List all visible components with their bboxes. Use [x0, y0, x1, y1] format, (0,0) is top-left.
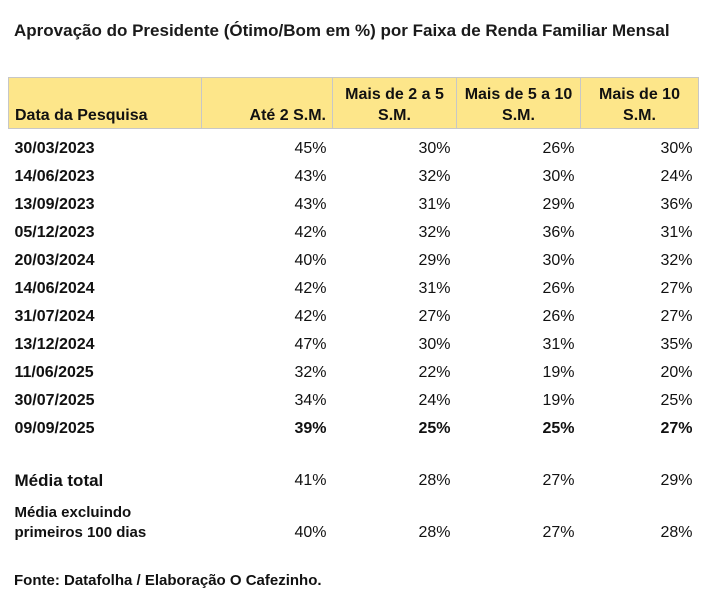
column-header-2-a-5-sm: Mais de 2 a 5 S.M.: [332, 77, 457, 129]
value-cell: 29%: [660, 472, 693, 489]
value-cell: 29%: [542, 196, 575, 213]
value-cell: 35%: [660, 336, 693, 353]
value-cell: 19%: [542, 392, 575, 409]
value-cell: 27%: [418, 308, 451, 325]
value-cell: 30%: [418, 140, 451, 157]
value-cell: 25%: [660, 392, 693, 409]
value-cell: 25%: [542, 420, 575, 437]
value-cell: 47%: [294, 336, 327, 353]
table-row: 31/07/2024 42% 27% 26% 27%: [9, 303, 699, 331]
row-date-cell: 31/07/2024: [14, 308, 95, 325]
summary-label-cell: Média total: [14, 471, 104, 490]
summary-row: Média total 41% 28% 27% 29%: [9, 467, 699, 495]
table-row: 13/09/2023 43% 31% 29% 36%: [9, 191, 699, 219]
value-cell: 30%: [542, 252, 575, 269]
value-cell: 26%: [542, 280, 575, 297]
value-cell: 29%: [418, 252, 451, 269]
value-cell: 36%: [542, 224, 575, 241]
row-date-cell: 13/12/2024: [14, 336, 95, 353]
approval-table: Data da Pesquisa Até 2 S.M. Mais de 2 a …: [8, 77, 699, 546]
summary-row: Média excluindo primeiros 100 dias 40% 28%…: [9, 495, 699, 546]
value-cell: 27%: [660, 308, 693, 325]
value-cell: 26%: [542, 308, 575, 325]
table-row: 13/12/2024 47% 30% 31% 35%: [9, 331, 699, 359]
header-row: Data da Pesquisa Até 2 S.M. Mais de 2 a …: [8, 77, 699, 129]
value-cell: 24%: [660, 168, 693, 185]
table-row: 14/06/2023 43% 32% 30% 24%: [9, 163, 699, 191]
table-row: 11/06/2025 32% 22% 19% 20%: [9, 359, 699, 387]
row-date-cell: 14/06/2024: [14, 280, 95, 297]
value-cell: 27%: [660, 420, 693, 437]
value-cell: 28%: [418, 472, 451, 489]
value-cell: 32%: [418, 224, 451, 241]
column-header-mais-10-sm: Mais de 10 S.M.: [580, 77, 699, 129]
value-cell: 26%: [542, 140, 575, 157]
value-cell: 41%: [294, 472, 327, 489]
value-cell: 30%: [418, 336, 451, 353]
value-cell: 36%: [660, 196, 693, 213]
value-cell: 30%: [542, 168, 575, 185]
value-cell: 24%: [418, 392, 451, 409]
value-cell: 22%: [418, 364, 451, 381]
value-cell: 27%: [542, 524, 575, 541]
row-date-cell: 05/12/2023: [14, 224, 95, 241]
row-date-cell: 20/03/2024: [14, 252, 95, 269]
value-cell: 43%: [294, 168, 327, 185]
column-header-5-a-10-sm: Mais de 5 a 10 S.M.: [456, 77, 581, 129]
value-cell: 42%: [294, 224, 327, 241]
value-cell: 25%: [418, 420, 451, 437]
row-date-cell: 30/03/2023: [14, 140, 95, 157]
value-cell: 31%: [542, 336, 575, 353]
row-date-cell: 14/06/2023: [14, 168, 95, 185]
table-row: 05/12/2023 42% 32% 36% 31%: [9, 219, 699, 247]
value-cell: 39%: [294, 420, 327, 437]
value-cell: 42%: [294, 308, 327, 325]
value-cell: 32%: [418, 168, 451, 185]
table-body: 30/03/2023 45% 30% 26% 30% 14/06/2023 43% 32% 30…: [9, 129, 699, 547]
table-row: 09/09/2025 39% 25% 25% 27%: [9, 415, 699, 443]
value-cell: 32%: [294, 364, 327, 381]
value-cell: 31%: [660, 224, 693, 241]
spacer-row: [9, 443, 699, 467]
table-row: 14/06/2024 42% 31% 26% 27%: [9, 275, 699, 303]
table-row: 30/07/2025 34% 24% 19% 25%: [9, 387, 699, 415]
value-cell: 20%: [660, 364, 693, 381]
value-cell: 32%: [660, 252, 693, 269]
value-cell: 28%: [418, 524, 451, 541]
value-cell: 31%: [418, 196, 451, 213]
value-cell: 43%: [294, 196, 327, 213]
column-header-ate-2-sm: Até 2 S.M.: [201, 77, 333, 129]
value-cell: 45%: [294, 140, 327, 157]
value-cell: 28%: [660, 524, 693, 541]
row-date-cell: 09/09/2025: [14, 420, 95, 437]
spacer-cell: [9, 443, 699, 467]
value-cell: 19%: [542, 364, 575, 381]
value-cell: 31%: [418, 280, 451, 297]
value-cell: 27%: [660, 280, 693, 297]
row-date-cell: 30/07/2025: [14, 392, 95, 409]
value-cell: 40%: [294, 252, 327, 269]
row-date-cell: 13/09/2023: [14, 196, 95, 213]
table-row: 30/03/2023 45% 30% 26% 30%: [9, 129, 699, 164]
row-date-cell: 11/06/2025: [14, 364, 94, 381]
chart-title: Aprovação do Presidente (Ótimo/Bom em %)…: [14, 21, 670, 40]
value-cell: 27%: [542, 472, 575, 489]
source-note: Fonte: Datafolha / Elaboração O Cafezinh…: [14, 572, 322, 589]
value-cell: 42%: [294, 280, 327, 297]
value-cell: 30%: [660, 140, 693, 157]
column-header-date: Data da Pesquisa: [8, 77, 202, 129]
table-row: 20/03/2024 40% 29% 30% 32%: [9, 247, 699, 275]
value-cell: 40%: [294, 524, 327, 541]
value-cell: 34%: [294, 392, 327, 409]
summary-label-cell: Média excluindo primeiros 100 dias: [14, 504, 147, 541]
